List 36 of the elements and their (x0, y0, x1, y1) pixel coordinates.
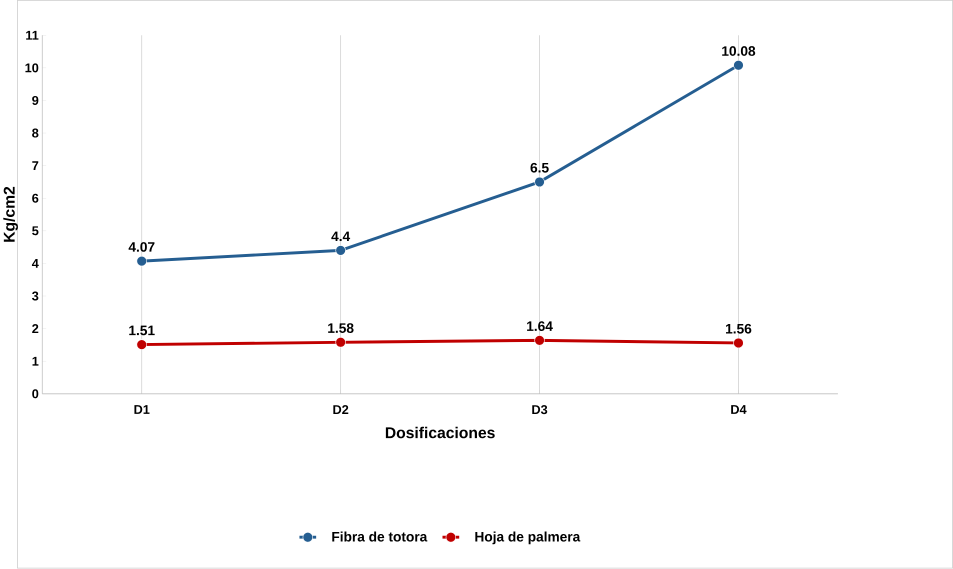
data-label: 1.64 (527, 322, 553, 332)
x-tick-label: D4 (731, 405, 747, 414)
y-tick-label: 11 (26, 31, 38, 40)
y-tick-label: 7 (32, 161, 38, 170)
y-tick-label: 10 (25, 64, 38, 73)
x-tick-label: D2 (333, 405, 348, 414)
point (733, 338, 744, 348)
x-tick-label: D3 (532, 405, 548, 414)
data-label: 10.08 (722, 46, 756, 56)
point (534, 176, 545, 188)
point (335, 337, 346, 348)
y-tick-label: 4 (32, 259, 39, 268)
x-tick-label: D1 (134, 405, 150, 414)
data-label: 1.51 (129, 326, 155, 336)
legend-label: Hoja de palmera (475, 532, 580, 544)
y-tick-label: 5 (32, 226, 38, 236)
point (534, 335, 545, 346)
point (136, 340, 147, 350)
point (136, 256, 147, 267)
data-label: 1.56 (726, 324, 752, 334)
data-label: 1.58 (328, 323, 354, 334)
y-tick-label: 2 (32, 324, 38, 334)
y-tick-label: 0 (32, 390, 38, 399)
point (733, 60, 744, 71)
point (335, 245, 346, 256)
y-tick-label: 6 (32, 194, 38, 203)
x-axis-title: Dosificaciones (386, 426, 495, 438)
data-label: 4.4 (331, 232, 350, 242)
y-tick-label: 9 (32, 96, 38, 106)
data-label: 4.07 (128, 242, 154, 252)
y-tick-label: 8 (32, 128, 38, 138)
legend-label: Fibra de totora (332, 532, 428, 542)
y-axis-title: Kg/cm2 (3, 187, 18, 242)
y-tick-label: 3 (32, 292, 38, 301)
data-label: 6.5 (530, 163, 549, 173)
y-tick-label: 1 (32, 357, 38, 366)
